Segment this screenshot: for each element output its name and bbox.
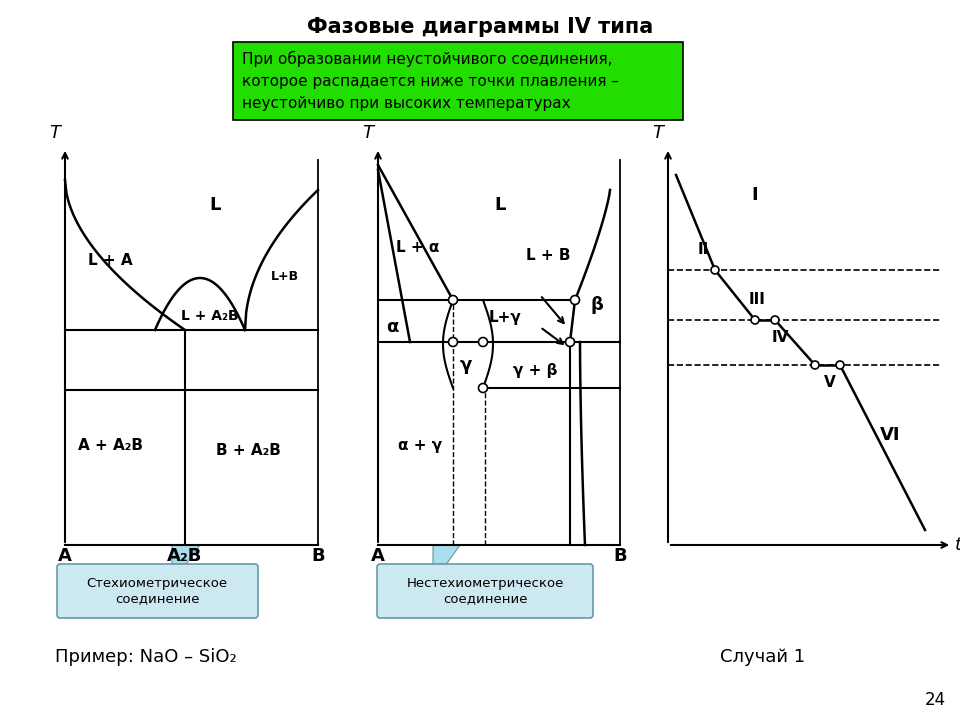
Polygon shape [172,545,200,583]
Circle shape [751,316,759,324]
Text: B: B [311,547,324,565]
Text: β: β [590,296,604,314]
Text: Пример: NaO – SiO₂: Пример: NaO – SiO₂ [55,648,237,666]
Text: Стехиометрическое
соединение: Стехиометрическое соединение [86,577,228,605]
Text: L: L [494,196,506,214]
Text: T: T [50,124,60,142]
Text: B + A₂B: B + A₂B [216,443,280,458]
Text: A: A [58,547,72,565]
Text: I: I [752,186,758,204]
Text: L: L [209,196,221,214]
Text: Нестехиометрическое
соединение: Нестехиометрическое соединение [406,577,564,605]
Text: T: T [653,124,663,142]
Polygon shape [433,545,460,583]
FancyBboxPatch shape [57,564,258,618]
Text: Случай 1: Случай 1 [720,648,805,666]
Text: t: t [954,536,960,554]
Text: α + γ: α + γ [398,438,442,453]
Text: L + α: L + α [396,240,440,255]
Circle shape [711,266,719,274]
FancyBboxPatch shape [377,564,593,618]
Text: α: α [386,318,398,336]
Text: Фазовые диаграммы IV типа: Фазовые диаграммы IV типа [307,17,653,37]
Text: L + A: L + A [87,253,132,268]
Circle shape [565,338,574,346]
Text: II: II [697,242,708,257]
Circle shape [448,295,458,305]
Text: B: B [613,547,627,565]
Text: VI: VI [879,426,900,444]
Circle shape [570,295,580,305]
Text: A₂B: A₂B [167,547,203,565]
Text: IV: IV [771,330,789,345]
Text: A + A₂B: A + A₂B [78,438,142,453]
FancyBboxPatch shape [233,42,683,120]
Text: γ + β: γ + β [513,363,557,378]
Text: V: V [824,375,836,390]
Circle shape [448,338,458,346]
Circle shape [771,316,779,324]
Text: L + B: L + B [526,248,570,263]
Text: T: T [363,124,373,142]
Text: γ: γ [460,356,472,374]
Circle shape [811,361,819,369]
Text: L+γ: L+γ [489,310,521,325]
Text: L+B: L+B [271,270,300,283]
Text: A: A [372,547,385,565]
Circle shape [836,361,844,369]
Circle shape [478,384,488,392]
Text: 24: 24 [924,691,946,709]
Text: При образовании неустойчивого соединения,
которое распадается ниже точки плавлен: При образовании неустойчивого соединения… [242,51,619,111]
Circle shape [478,338,488,346]
Text: L + A₂B: L + A₂B [181,309,239,323]
Text: III: III [749,292,765,307]
